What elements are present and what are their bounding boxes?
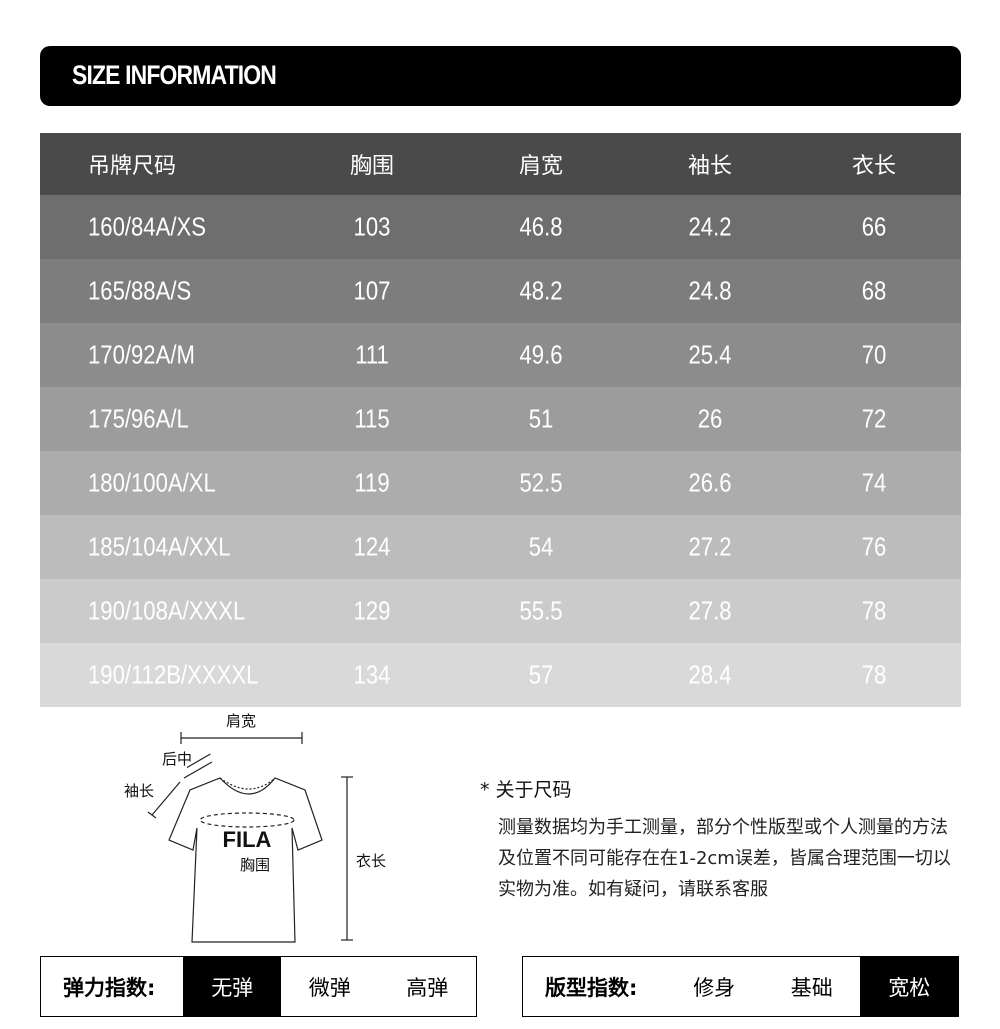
table-cell: 107 <box>353 275 391 306</box>
elasticity-index: 弹力指数: 无弹 微弹 高弹 <box>40 956 477 1017</box>
table-cell: 55.5 <box>519 595 563 626</box>
page-title: SIZE INFORMATION <box>72 60 277 90</box>
table-cell: 26.6 <box>688 467 732 498</box>
elasticity-option: 无弹 <box>183 957 281 1016</box>
table-cell: 28.4 <box>688 659 732 690</box>
shoulder-label: 肩宽 <box>226 712 257 730</box>
table-cell: 170/92A/M <box>88 339 195 370</box>
table-cell: 68 <box>861 275 887 306</box>
table-cell: 27.8 <box>688 595 732 626</box>
header-cell: 肩宽 <box>518 153 564 178</box>
table-cell: 25.4 <box>688 339 732 370</box>
table-row: 180/100A/XL 119 52.5 26.6 74 <box>40 451 961 515</box>
table-cell: 129 <box>353 595 391 626</box>
table-cell: 185/104A/XXL <box>88 531 231 562</box>
elasticity-option: 微弹 <box>308 975 351 1000</box>
table-header: 吊牌尺码 胸围 肩宽 袖长 衣长 <box>40 133 961 195</box>
back-center-label: 后中 <box>162 750 193 768</box>
table-cell: 48.2 <box>519 275 563 306</box>
table-cell: 175/96A/L <box>88 403 189 434</box>
fila-logo: FILA <box>223 827 272 852</box>
table-cell: 124 <box>353 531 391 562</box>
table-cell: 103 <box>353 211 391 242</box>
table-cell: 46.8 <box>519 211 563 242</box>
table-cell: 165/88A/S <box>88 275 192 306</box>
header-cell: 吊牌尺码 <box>88 153 177 178</box>
table-row: 190/112B/XXXXL 134 57 28.4 78 <box>40 643 961 707</box>
tshirt-diagram: FILA 肩宽 后中 袖长 胸围 衣长 <box>100 700 400 960</box>
table-cell: 74 <box>861 467 887 498</box>
note-body: 测量数据均为手工测量，部分个性版型或个人测量的方法及位置不同可能存在在1-2cm… <box>498 817 951 900</box>
fit-label: 版型指数: <box>545 975 638 1000</box>
table-cell: 26 <box>697 403 723 434</box>
table-row: 175/96A/L 115 51 26 72 <box>40 387 961 451</box>
table-cell: 78 <box>861 659 887 690</box>
table-row: 160/84A/XS 103 46.8 24.2 66 <box>40 195 961 259</box>
elasticity-option: 高弹 <box>406 975 449 1000</box>
header-cell: 袖长 <box>687 153 733 178</box>
fit-option: 基础 <box>790 975 833 1000</box>
table-cell: 78 <box>861 595 887 626</box>
table-cell: 76 <box>861 531 887 562</box>
table-cell: 70 <box>861 339 887 370</box>
length-label: 衣长 <box>356 852 387 870</box>
table-row: 170/92A/M 111 49.6 25.4 70 <box>40 323 961 387</box>
size-table: 吊牌尺码 胸围 肩宽 袖长 衣长 160/84A/XS 103 46.8 24.2 66… <box>40 133 961 707</box>
table-row: 165/88A/S 107 48.2 24.8 68 <box>40 259 961 323</box>
table-cell: 190/112B/XXXXL <box>88 659 259 690</box>
header-cell: 衣长 <box>851 153 897 178</box>
tshirt-icon: FILA <box>147 732 353 943</box>
table-cell: 49.6 <box>519 339 563 370</box>
table-cell: 111 <box>355 339 389 370</box>
table-cell: 24.8 <box>688 275 732 306</box>
table-cell: 52.5 <box>519 467 563 498</box>
table-cell: 115 <box>354 403 390 434</box>
chest-label: 胸围 <box>240 856 271 874</box>
elasticity-label: 弹力指数: <box>63 975 156 1000</box>
table-cell: 27.2 <box>688 531 732 562</box>
fit-option: 修身 <box>693 975 736 1000</box>
note-title: * 关于尺码 <box>480 779 572 801</box>
table-cell: 160/84A/XS <box>88 211 206 242</box>
table-cell: 66 <box>861 211 887 242</box>
header-cell: 胸围 <box>349 153 395 178</box>
table-cell: 24.2 <box>688 211 732 242</box>
table-cell: 134 <box>353 659 391 690</box>
sleeve-label: 袖长 <box>124 782 155 800</box>
fit-index: 版型指数: 修身 基础 宽松 <box>522 956 959 1017</box>
table-cell: 180/100A/XL <box>88 467 216 498</box>
fit-option: 宽松 <box>860 957 959 1016</box>
table-cell: 119 <box>354 467 390 498</box>
table-cell: 54 <box>528 531 554 562</box>
title-bar: SIZE INFORMATION <box>40 46 961 106</box>
table-cell: 72 <box>861 403 887 434</box>
table-row: 190/108A/XXXL 129 55.5 27.8 78 <box>40 579 961 643</box>
table-cell: 51 <box>528 403 554 434</box>
table-row: 185/104A/XXL 124 54 27.2 76 <box>40 515 961 579</box>
table-cell: 57 <box>528 659 554 690</box>
table-cell: 190/108A/XXXL <box>88 595 246 626</box>
